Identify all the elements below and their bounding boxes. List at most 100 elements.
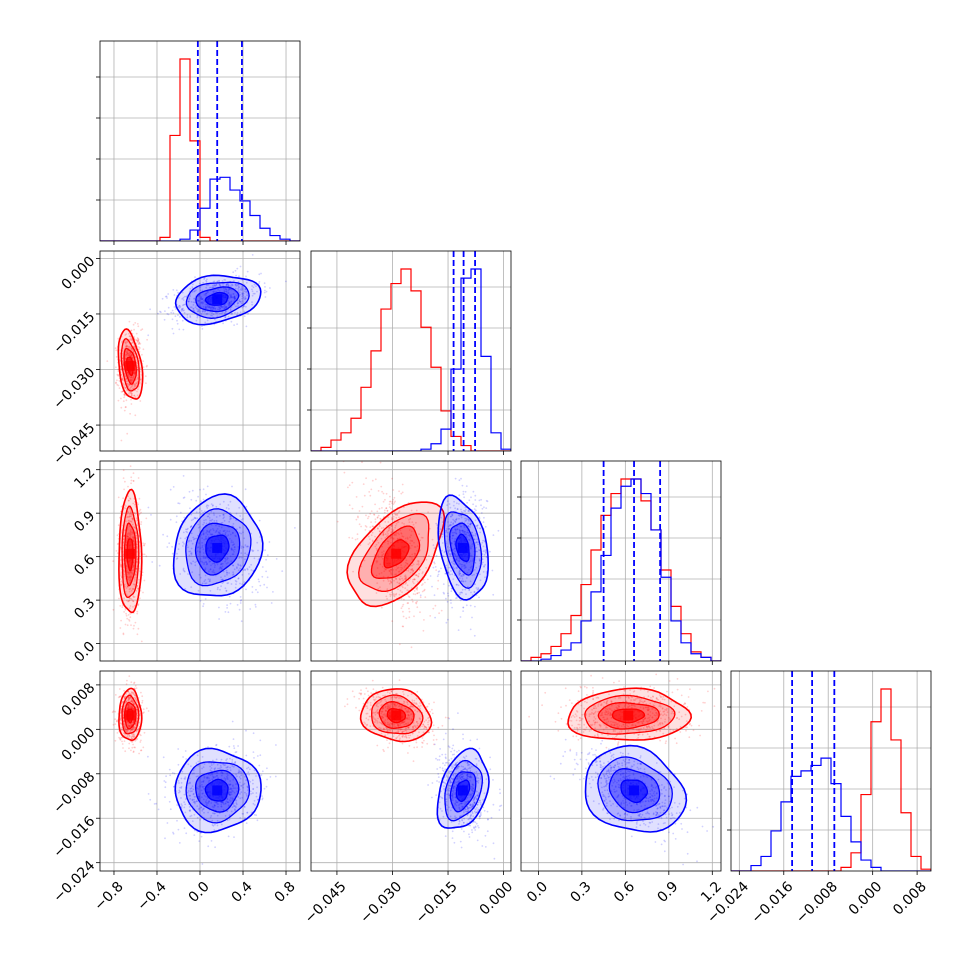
scatter-point <box>229 555 232 558</box>
scatter-point <box>224 560 226 563</box>
scatter-point <box>401 535 404 538</box>
scatter-point <box>178 543 181 545</box>
contour-red <box>117 328 144 400</box>
scatter-point <box>123 393 126 396</box>
scatter-point <box>202 533 205 536</box>
scatter-point <box>116 383 119 386</box>
scatter-point <box>232 571 235 574</box>
scatter-point <box>122 632 125 635</box>
scatter-point <box>239 293 241 296</box>
scatter-point <box>205 286 208 289</box>
scatter-point <box>216 315 219 318</box>
scatter-point <box>128 346 130 348</box>
scatter-point <box>194 290 196 292</box>
scatter-point <box>250 569 253 571</box>
scatter-point <box>388 527 391 530</box>
scatter-point <box>385 492 388 495</box>
scatter-point <box>231 553 234 556</box>
scatter-point <box>395 594 397 596</box>
scatter-point <box>199 550 201 553</box>
scatter-point <box>209 590 212 592</box>
scatter-point <box>381 490 383 493</box>
scatter-point <box>243 310 246 313</box>
scatter-point <box>127 373 130 376</box>
scatter-point <box>388 582 391 585</box>
scatter-point <box>234 586 237 589</box>
scatter-point <box>126 351 129 354</box>
scatter-point <box>348 504 351 506</box>
scatter-point <box>124 334 127 336</box>
contour-blue <box>185 281 250 319</box>
scatter-point <box>122 400 125 403</box>
scatter-point <box>426 578 429 581</box>
scatter-point <box>207 746 209 748</box>
scatter-point <box>225 507 228 509</box>
scatter-point <box>133 385 136 388</box>
scatter-point <box>128 379 131 381</box>
scatter-point <box>221 280 224 282</box>
scatter-point <box>395 534 397 537</box>
scatter-point <box>143 711 145 714</box>
hist-panel-2 <box>517 460 722 662</box>
scatter-point <box>130 355 132 357</box>
scatter-point <box>132 538 134 540</box>
scatter-point <box>132 565 135 567</box>
scatter-point <box>497 529 500 532</box>
scatter-point <box>212 286 214 289</box>
scatter-point <box>210 306 213 308</box>
scatter-point <box>132 536 135 539</box>
scatter-point <box>450 602 452 604</box>
scatter-point <box>242 292 245 295</box>
scatter-point <box>191 571 194 574</box>
scatter-point <box>244 296 247 298</box>
scatter-point <box>259 536 262 538</box>
scatter-point <box>120 574 122 577</box>
scatter-point <box>128 590 131 593</box>
scatter-point <box>382 534 385 537</box>
scatter-point <box>407 595 410 598</box>
scatter-point <box>239 515 242 517</box>
scatter-point <box>200 313 203 315</box>
scatter-point <box>205 563 208 566</box>
scatter-point <box>190 552 193 554</box>
axes-frame <box>99 250 301 452</box>
density-area <box>112 465 296 643</box>
scatter-point <box>120 573 122 575</box>
scatter-point <box>125 612 127 615</box>
scatter-point <box>199 551 201 554</box>
scatter-point <box>241 574 244 576</box>
scatter-point <box>195 319 198 322</box>
scatter-point <box>211 306 214 309</box>
scatter-point <box>145 382 147 385</box>
scatter-point <box>129 532 132 535</box>
scatter-point <box>129 616 132 619</box>
scatter-point <box>382 575 385 578</box>
scatter-point <box>137 343 140 345</box>
scatter-point <box>202 603 205 605</box>
scatter-point <box>120 619 122 622</box>
scatter-point <box>258 273 261 276</box>
scatter-point <box>412 578 414 581</box>
scatter-point <box>135 574 137 577</box>
scatter-point <box>246 568 249 571</box>
scatter-point <box>136 551 138 553</box>
scatter-point <box>239 596 242 598</box>
scatter-point <box>221 311 224 313</box>
scatter-point <box>128 339 131 341</box>
scatter-point <box>459 599 462 602</box>
scatter-point <box>416 592 419 595</box>
scatter-point <box>458 479 461 482</box>
scatter-point <box>223 516 225 518</box>
scatter-point <box>388 506 391 508</box>
scatter-point <box>205 505 208 508</box>
scatter-point <box>233 296 236 298</box>
scatter-point <box>185 528 187 531</box>
scatter-point <box>127 600 129 603</box>
scatter-panel-2-0 <box>99 460 301 662</box>
scatter-point <box>275 558 278 560</box>
scatter-point <box>182 475 185 477</box>
scatter-point <box>178 328 181 331</box>
contour-blue <box>174 274 262 326</box>
scatter-point <box>139 570 141 572</box>
scatter-point <box>269 287 271 289</box>
